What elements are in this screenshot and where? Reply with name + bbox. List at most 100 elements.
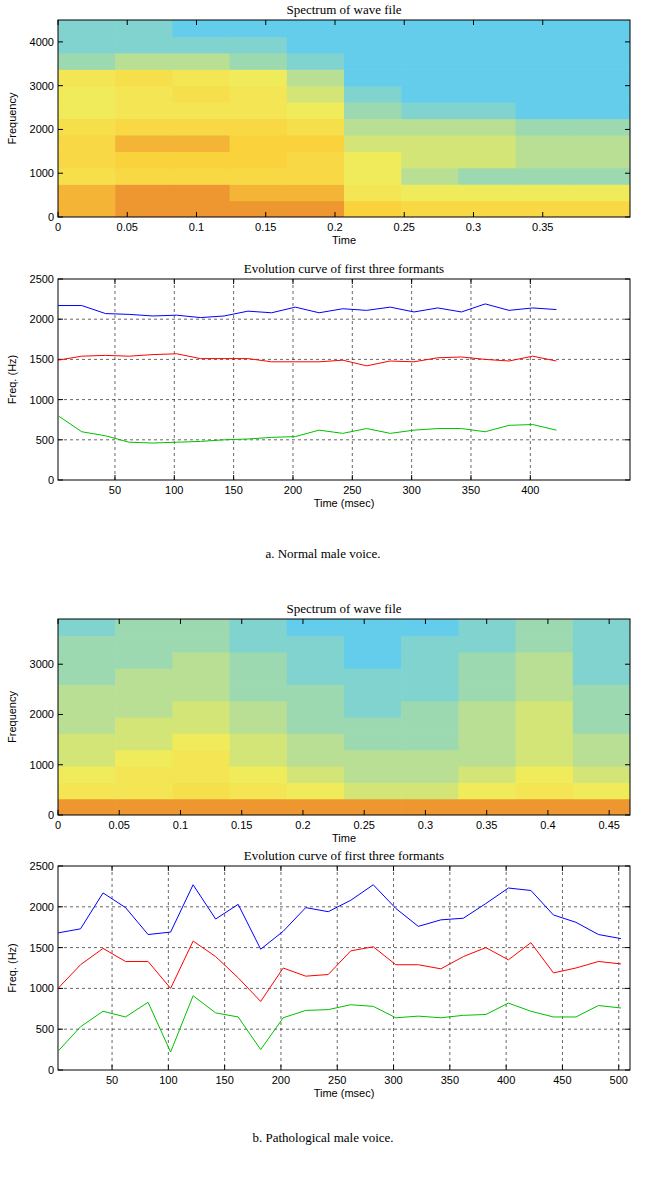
heat-cell xyxy=(172,168,230,185)
heat-cell xyxy=(58,102,116,119)
x-tick-top xyxy=(364,619,365,624)
y-axis-title: Freq. (Hz) xyxy=(6,355,18,405)
heat-cell xyxy=(115,766,173,783)
heat-cell xyxy=(401,69,459,86)
x-tick-top xyxy=(352,279,353,284)
heat-cell xyxy=(458,782,516,799)
x-tick-label: 100 xyxy=(159,1074,177,1086)
heat-cell xyxy=(401,635,459,652)
x-tick xyxy=(411,475,412,480)
heat-cell xyxy=(401,20,459,37)
heat-cell xyxy=(287,684,345,701)
chart-3: 5010015020025030035040045050005001000150… xyxy=(6,848,630,1099)
heat-cell xyxy=(58,684,116,701)
heat-cell xyxy=(344,635,402,652)
y-tick-right xyxy=(625,129,630,130)
x-tick-label: 350 xyxy=(441,1074,459,1086)
heat-cell xyxy=(344,151,402,168)
heat-cell xyxy=(573,619,630,636)
heat-cell xyxy=(458,733,516,750)
x-axis-title: Time (msec) xyxy=(314,1087,375,1099)
x-tick-top xyxy=(233,279,234,284)
heat-cell xyxy=(516,799,574,815)
y-tick xyxy=(58,399,63,400)
heat-cell xyxy=(230,36,288,53)
heat-cell xyxy=(401,619,459,636)
y-tick-right xyxy=(625,217,630,218)
y-tick xyxy=(58,217,63,218)
x-tick xyxy=(449,1065,450,1070)
x-tick-label: 350 xyxy=(462,484,480,496)
heat-cell xyxy=(172,184,230,201)
heat-cell xyxy=(516,684,574,701)
y-tick xyxy=(58,41,63,42)
heat-cell xyxy=(458,184,516,201)
x-tick-label: 50 xyxy=(106,1074,118,1086)
formant-line xyxy=(58,941,621,1001)
y-tick-right xyxy=(625,41,630,42)
heat-cell xyxy=(287,69,345,86)
heat-cell xyxy=(230,717,288,734)
heat-cell xyxy=(458,151,516,168)
y-tick xyxy=(58,815,63,816)
grid-line-y xyxy=(58,359,630,360)
x-tick xyxy=(393,1065,394,1070)
heat-cell xyxy=(172,733,230,750)
heat-cell xyxy=(287,151,345,168)
y-tick-label: 1000 xyxy=(30,982,54,994)
heat-cell xyxy=(516,36,574,53)
heat-cell xyxy=(344,184,402,201)
heat-cell xyxy=(344,53,402,70)
x-tick xyxy=(470,475,471,480)
y-tick xyxy=(58,764,63,765)
x-tick xyxy=(196,212,197,217)
heat-cell xyxy=(401,86,459,103)
heat-cell xyxy=(58,733,116,750)
x-tick xyxy=(302,810,303,815)
heat-cell xyxy=(401,184,459,201)
heat-cell xyxy=(516,619,574,636)
chart-2: 00.050.10.150.20.250.30.350.40.450100020… xyxy=(6,601,631,844)
heat-cell xyxy=(230,119,288,136)
heat-cell xyxy=(58,184,116,201)
heat-cell xyxy=(573,799,630,815)
x-tick-label: 200 xyxy=(272,1074,290,1086)
heat-cell xyxy=(115,20,173,37)
heat-cell xyxy=(516,168,574,185)
heat-cell xyxy=(401,684,459,701)
heat-cell xyxy=(458,86,516,103)
heat-cell xyxy=(344,69,402,86)
x-tick-top xyxy=(486,619,487,624)
heat-cell xyxy=(458,201,516,217)
heat-cell xyxy=(230,135,288,152)
x-tick-label: 450 xyxy=(553,1074,571,1086)
x-tick-label: 500 xyxy=(610,1074,628,1086)
y-tick-label: 2000 xyxy=(30,123,54,135)
y-tick xyxy=(58,480,63,481)
y-tick-right xyxy=(625,866,630,867)
plot-frame xyxy=(58,866,630,1070)
heat-cell xyxy=(172,619,230,636)
heat-cell xyxy=(287,668,345,685)
x-tick-top xyxy=(114,279,115,284)
x-tick xyxy=(404,212,405,217)
x-tick xyxy=(425,810,426,815)
heat-cell xyxy=(287,635,345,652)
x-tick-top xyxy=(562,866,563,871)
x-tick-top xyxy=(334,20,335,25)
heat-cell xyxy=(516,717,574,734)
figure: 00.050.10.150.20.250.30.3501000200030004… xyxy=(0,0,646,1178)
heat-cell xyxy=(573,184,630,201)
x-tick-label: 0.15 xyxy=(255,221,276,233)
heat-cell xyxy=(115,201,173,217)
grid-line-x xyxy=(292,279,293,480)
heat-cell xyxy=(115,733,173,750)
heat-cell xyxy=(344,668,402,685)
y-axis-title: Freq. (Hz) xyxy=(6,943,18,993)
grid-line-x xyxy=(337,866,338,1070)
heat-cell xyxy=(58,701,116,718)
y-tick-label: 0 xyxy=(48,474,54,486)
x-tick-top xyxy=(609,619,610,624)
heat-cell xyxy=(287,782,345,799)
heat-cell xyxy=(230,750,288,767)
